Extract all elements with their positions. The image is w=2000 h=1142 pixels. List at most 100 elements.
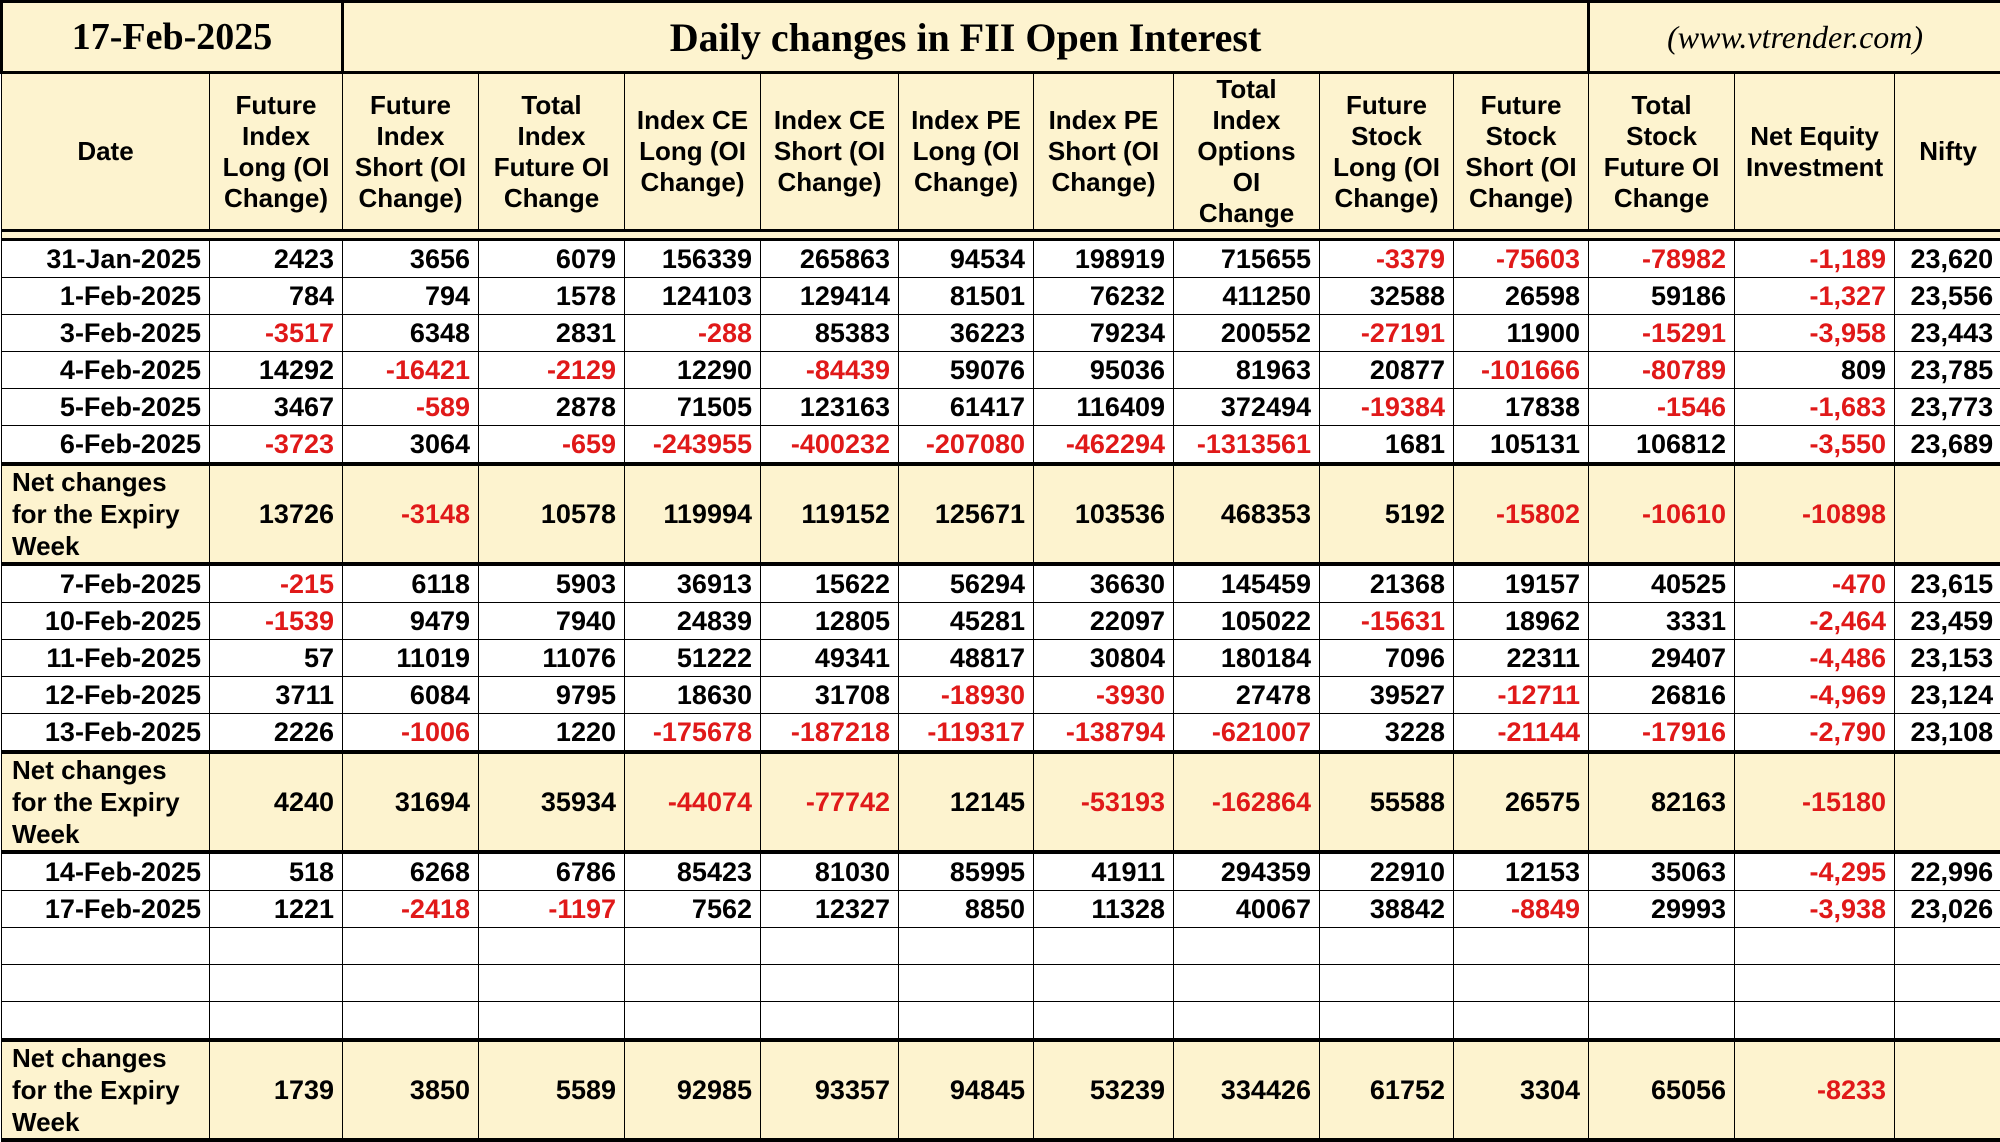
- net-cell: -77742: [761, 752, 899, 852]
- column-header: Future Index Long (OI Change): [210, 73, 343, 231]
- row-date: 5-Feb-2025: [2, 389, 210, 426]
- empty-cell: [761, 1002, 899, 1041]
- row-date: 14-Feb-2025: [2, 852, 210, 891]
- table-cell: 2226: [210, 714, 343, 753]
- table-cell: 156339: [625, 240, 761, 278]
- row-date: 1-Feb-2025: [2, 278, 210, 315]
- table-cell: 35063: [1589, 852, 1735, 891]
- table-cell: 29993: [1589, 891, 1735, 928]
- table-cell: 19157: [1454, 564, 1589, 603]
- empty-cell: [1174, 965, 1320, 1002]
- table-cell: 2423: [210, 240, 343, 278]
- table-cell: -18930: [899, 677, 1034, 714]
- net-cell: -10610: [1589, 464, 1735, 564]
- empty-row: [2, 1002, 2000, 1041]
- empty-cell: [1735, 1002, 1895, 1041]
- table-cell: -1,327: [1735, 278, 1895, 315]
- table-cell: 3656: [343, 240, 479, 278]
- table-cell: 48817: [899, 640, 1034, 677]
- table-cell: 3331: [1589, 603, 1735, 640]
- table-cell: 1578: [479, 278, 625, 315]
- row-date: 31-Jan-2025: [2, 240, 210, 278]
- net-cell: 82163: [1589, 752, 1735, 852]
- net-cell: 5589: [479, 1040, 625, 1140]
- table-cell: 2831: [479, 315, 625, 352]
- net-cell: 4240: [210, 752, 343, 852]
- table-cell: 18630: [625, 677, 761, 714]
- table-cell: 41911: [1034, 852, 1174, 891]
- column-header: Date: [2, 73, 210, 231]
- table-cell: -187218: [761, 714, 899, 753]
- table-cell: 23,556: [1895, 278, 2000, 315]
- table-cell: 12290: [625, 352, 761, 389]
- table-cell: 27478: [1174, 677, 1320, 714]
- title-bar: 17-Feb-2025 Daily changes in FII Open In…: [2, 2, 2000, 73]
- table-cell: -3379: [1320, 240, 1454, 278]
- empty-cell: [1174, 928, 1320, 965]
- net-cell: 103536: [1034, 464, 1174, 564]
- empty-cell: [210, 965, 343, 1002]
- table-cell: 784: [210, 278, 343, 315]
- report-date: 17-Feb-2025: [2, 2, 343, 73]
- net-cell: 3850: [343, 1040, 479, 1140]
- table-cell: 11019: [343, 640, 479, 677]
- table-cell: 81501: [899, 278, 1034, 315]
- empty-cell: [1454, 1002, 1589, 1041]
- table-cell: 124103: [625, 278, 761, 315]
- table-cell: 23,785: [1895, 352, 2000, 389]
- net-cell: 1739: [210, 1040, 343, 1140]
- column-header: Nifty: [1895, 73, 2000, 231]
- net-cell: 13726: [210, 464, 343, 564]
- table-cell: -207080: [899, 426, 1034, 465]
- table-cell: 23,443: [1895, 315, 2000, 352]
- empty-cell: [1589, 1002, 1735, 1041]
- page-title: Daily changes in FII Open Interest: [343, 2, 1589, 73]
- table-cell: -101666: [1454, 352, 1589, 389]
- empty-cell: [899, 928, 1034, 965]
- net-cell: 61752: [1320, 1040, 1454, 1140]
- row-date: 17-Feb-2025: [2, 891, 210, 928]
- empty-cell: [210, 1002, 343, 1041]
- table-cell: -215: [210, 564, 343, 603]
- empty-cell: [1589, 965, 1735, 1002]
- net-cell: -15180: [1735, 752, 1895, 852]
- table-cell: 22097: [1034, 603, 1174, 640]
- table-cell: 15622: [761, 564, 899, 603]
- empty-cell: [2, 1002, 210, 1041]
- table-cell: 31708: [761, 677, 899, 714]
- table-cell: -15291: [1589, 315, 1735, 352]
- table-cell: -16421: [343, 352, 479, 389]
- table-cell: 23,615: [1895, 564, 2000, 603]
- table-cell: 36630: [1034, 564, 1174, 603]
- row-date: 7-Feb-2025: [2, 564, 210, 603]
- table-cell: 11900: [1454, 315, 1589, 352]
- table-cell: 23,459: [1895, 603, 2000, 640]
- table-cell: 7096: [1320, 640, 1454, 677]
- column-header: Net Equity Investment: [1735, 73, 1895, 231]
- row-date: 11-Feb-2025: [2, 640, 210, 677]
- table-cell: 12153: [1454, 852, 1589, 891]
- table-cell: 26598: [1454, 278, 1589, 315]
- table-cell: -12711: [1454, 677, 1589, 714]
- table-cell: 40067: [1174, 891, 1320, 928]
- table-cell: 518: [210, 852, 343, 891]
- table-cell: -288: [625, 315, 761, 352]
- empty-cell: [1034, 965, 1174, 1002]
- table-cell: 123163: [761, 389, 899, 426]
- net-cell: -15802: [1454, 464, 1589, 564]
- table-cell: 81963: [1174, 352, 1320, 389]
- empty-cell: [479, 928, 625, 965]
- table-cell: 79234: [1034, 315, 1174, 352]
- table-cell: -3723: [210, 426, 343, 465]
- table-cell: 85383: [761, 315, 899, 352]
